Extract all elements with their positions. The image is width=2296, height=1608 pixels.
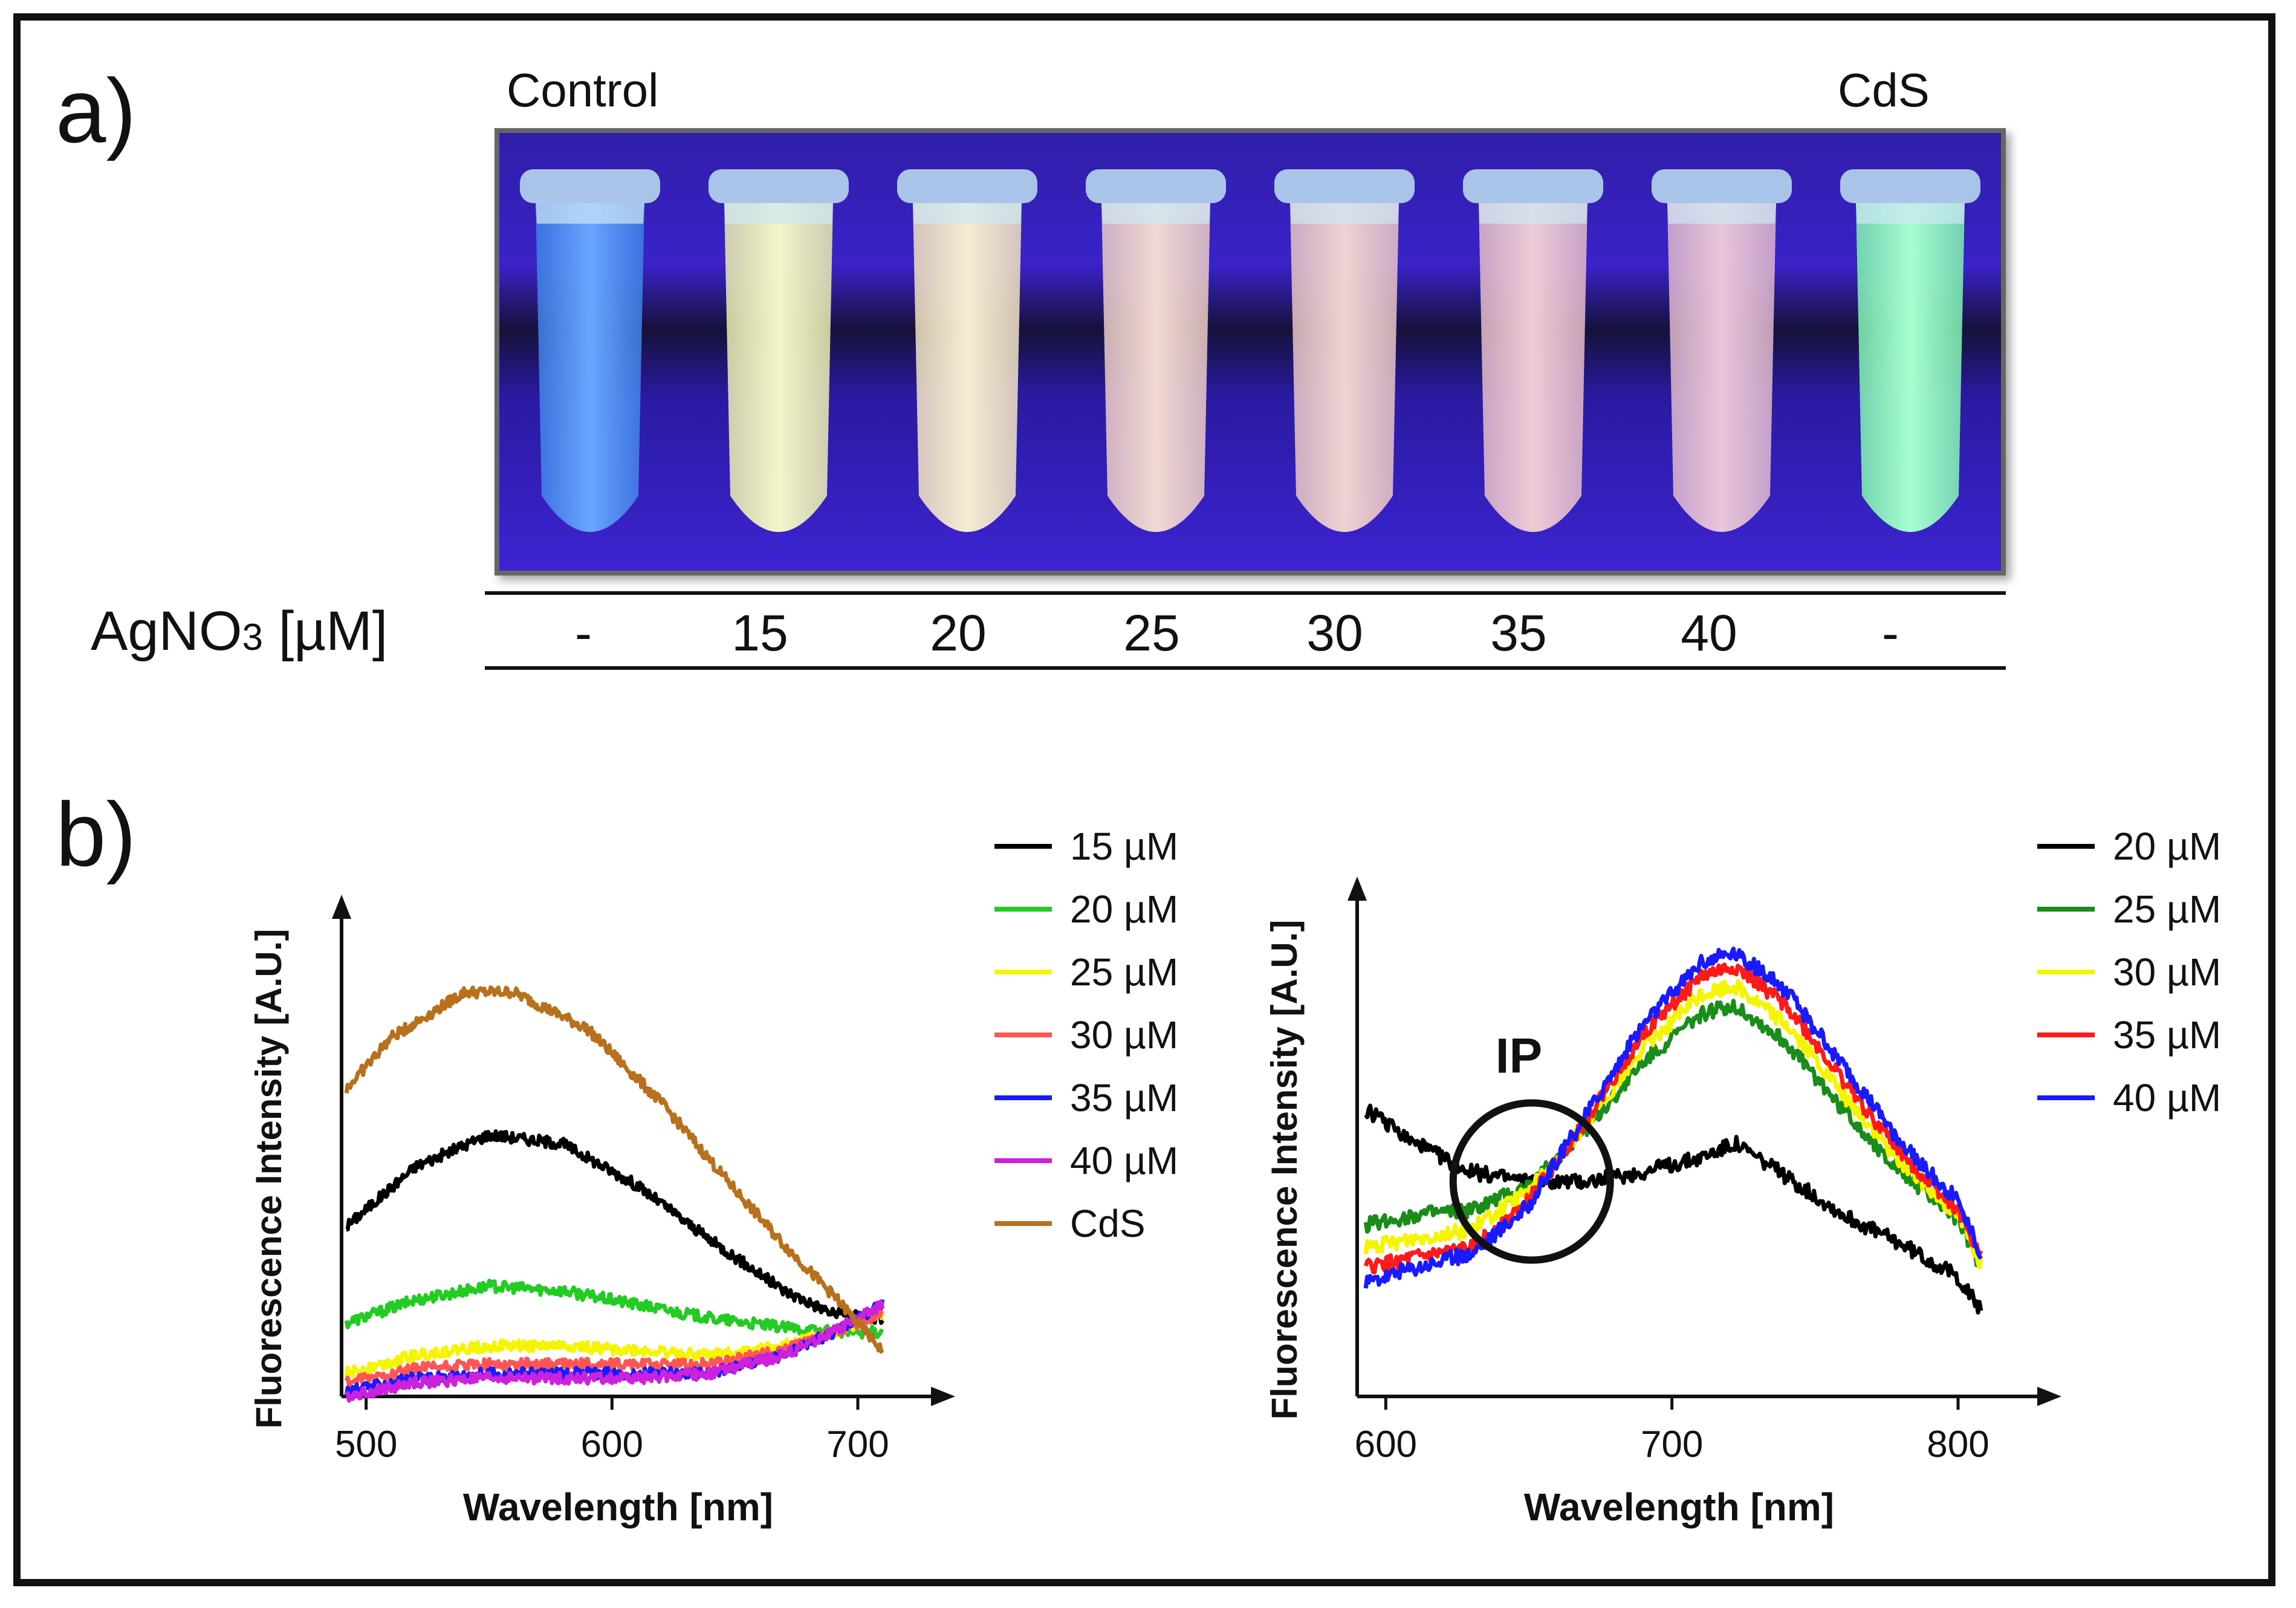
ip-label: IP [1496,1029,1542,1084]
control-label: Control [507,63,659,117]
y-axis-label: Fluorescence Intensity [A.U.] [248,929,289,1429]
concentration-value: 30 [1306,605,1363,661]
x-axis-arrow [931,1387,955,1406]
concentration-value: 35 [1490,605,1547,661]
panel-label-b: b) [56,783,137,885]
legend-label: 25 µM [1070,950,1178,994]
tube-35 [1461,157,1606,568]
tube-20 [895,157,1040,568]
x-tick-label: 700 [1641,1424,1703,1465]
concentration-value: 40 [1681,605,1737,661]
figure-frame [13,13,2275,1586]
series-line-25m [1363,999,1982,1268]
concentration-value: 20 [930,605,987,661]
legend-label: 40 µM [1070,1139,1178,1182]
legend-label: 20 µM [2113,825,2221,868]
series-line-40m [345,1300,885,1403]
concentration-value: 25 [1123,605,1180,661]
legend-label: 30 µM [1070,1013,1178,1057]
x-axis-arrow [2037,1387,2061,1406]
concentration-value: - [1882,605,1899,661]
tube-25 [1083,157,1228,568]
legend-label: CdS [1070,1202,1146,1245]
legend-label: 35 µM [1070,1076,1178,1120]
series-line-15m [345,1129,884,1325]
panel-label-a: a) [56,60,137,161]
chart-right: 600 700 800 Wavelength [nm] Fluorescence Int… [1264,825,2221,1529]
tube-control [517,157,663,568]
legend-label: 25 µM [2113,887,2221,931]
x-tick-label: 600 [1355,1424,1417,1465]
y-axis-label: Fluorescence Intensity [A.U.] [1264,920,1305,1420]
x-tick-label: 700 [826,1424,889,1465]
concentration-value: - [575,605,592,661]
cds-label: CdS [1838,63,1930,117]
x-tick-label: 800 [1927,1424,1989,1465]
chart-left: 500 600 700 Wavelength [nm] Fluorescence Int… [248,825,1178,1529]
series-line-cds [344,985,884,1354]
tube-40 [1649,157,1794,568]
vial-photo [495,128,2006,575]
y-axis-arrow [332,895,351,919]
series-line-40m [1363,946,1983,1289]
legend-label: 20 µM [1070,887,1178,931]
ip-circle [1449,1099,1614,1264]
legend-label: 35 µM [2113,1013,2221,1057]
x-tick-label: 600 [581,1424,643,1465]
legend-label: 40 µM [2113,1076,2221,1120]
tube-15 [706,157,851,568]
legend-label: 15 µM [1070,825,1178,868]
series-line-20m [344,1279,884,1340]
agno3-row-label: AgNO3 [µM] [91,600,388,662]
x-axis-label: Wavelength [nm] [463,1485,773,1529]
series-line-20m [1364,1103,1983,1315]
table-bottom-rule [485,666,2006,670]
y-axis-arrow [1347,877,1367,901]
table-top-rule [485,591,2006,595]
tube-30 [1272,157,1417,568]
x-axis-label: Wavelength [nm] [1524,1485,1834,1529]
concentration-value: 15 [731,605,788,661]
tube-cds [1838,157,1983,568]
legend-label: 30 µM [2113,950,2221,994]
x-tick-label: 500 [335,1424,397,1465]
